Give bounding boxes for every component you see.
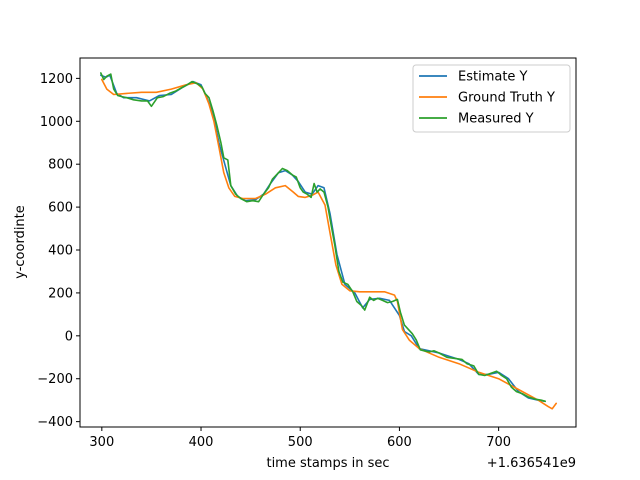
- y-tick-label-7: 1000: [40, 115, 73, 130]
- series-line-2: [100, 72, 546, 403]
- legend-label-0: Estimate Y: [458, 70, 528, 85]
- x-tick-label-2: 500: [288, 435, 313, 450]
- y-tick-label-0: −400: [37, 415, 73, 430]
- legend-label-1: Ground Truth Y: [458, 91, 555, 106]
- x-ticks: 300 400 500 600 700: [89, 427, 511, 450]
- x-tick-label-0: 300: [89, 435, 114, 450]
- plot-frame: [79, 57, 577, 428]
- legend: Estimate Y Ground Truth Y Measured Y: [412, 64, 571, 133]
- y-tick-label-3: 200: [48, 286, 73, 301]
- y-tick-label-6: 800: [48, 158, 73, 173]
- series-layer: [100, 72, 557, 410]
- y-tick-label-4: 400: [48, 244, 73, 259]
- y-axis-label: y-coordinte: [13, 205, 28, 279]
- y-ticks: −400 −200 0 200 400 600 800 1000 1200: [37, 72, 80, 430]
- y-tick-label-2: 0: [65, 329, 73, 344]
- legend-items: Estimate Y Ground Truth Y Measured Y: [419, 70, 555, 127]
- y-tick-label-5: 600: [48, 201, 73, 216]
- x-offset-text: +1.636541e9: [487, 456, 576, 471]
- x-axis-label: time stamps in sec: [266, 456, 389, 471]
- x-tick-label-3: 600: [387, 435, 412, 450]
- legend-label-2: Measured Y: [458, 112, 534, 127]
- legend-frame: [412, 64, 571, 133]
- x-tick-label-1: 400: [189, 435, 214, 450]
- y-tick-label-1: −200: [37, 372, 73, 387]
- x-tick-label-4: 700: [486, 435, 511, 450]
- y-tick-label-8: 1200: [40, 72, 73, 87]
